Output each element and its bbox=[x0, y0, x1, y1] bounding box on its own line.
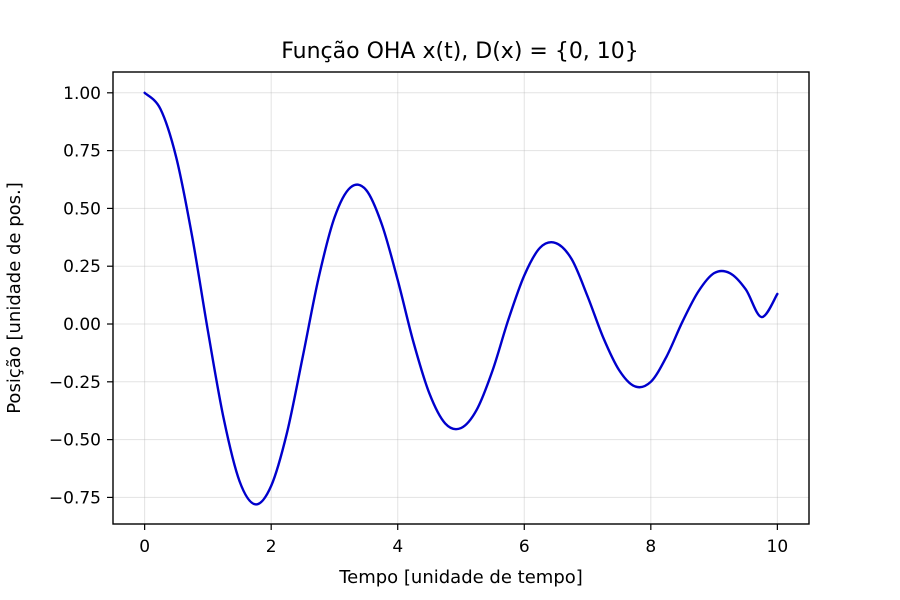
y-tick-label: −0.75 bbox=[49, 488, 101, 508]
x-tick-label: 8 bbox=[645, 537, 656, 557]
grid bbox=[113, 72, 809, 524]
y-tick-label: 0.25 bbox=[63, 257, 101, 277]
ticks: 0 2 4 6 8 10 1.00 0.75 0.50 0.25 0.00 −0.25 −0.50 −0.… bbox=[49, 84, 788, 557]
x-tick-label: 2 bbox=[266, 537, 277, 557]
x-tick-label: 4 bbox=[392, 537, 403, 557]
y-tick-label: 1.00 bbox=[63, 84, 101, 104]
y-tick-label: 0.75 bbox=[63, 142, 101, 162]
y-tick-label: −0.25 bbox=[49, 373, 101, 393]
x-tick-label: 6 bbox=[519, 537, 530, 557]
x-axis-label: Tempo [unidade de tempo] bbox=[338, 567, 583, 588]
y-tick-label: 0.00 bbox=[63, 315, 101, 335]
series-layer bbox=[143, 91, 779, 506]
y-tick-label: −0.50 bbox=[49, 431, 101, 451]
y-axis-label: Posição [unidade de pos.] bbox=[4, 182, 25, 414]
plot-frame bbox=[112, 71, 810, 525]
x-tick-label: 0 bbox=[139, 537, 150, 557]
x-tick-label: 10 bbox=[767, 537, 789, 557]
series-line bbox=[143, 91, 779, 506]
y-tick-label: 0.50 bbox=[63, 199, 101, 219]
chart-title: Função OHA x(t), D(x) = {0, 10} bbox=[281, 39, 639, 64]
